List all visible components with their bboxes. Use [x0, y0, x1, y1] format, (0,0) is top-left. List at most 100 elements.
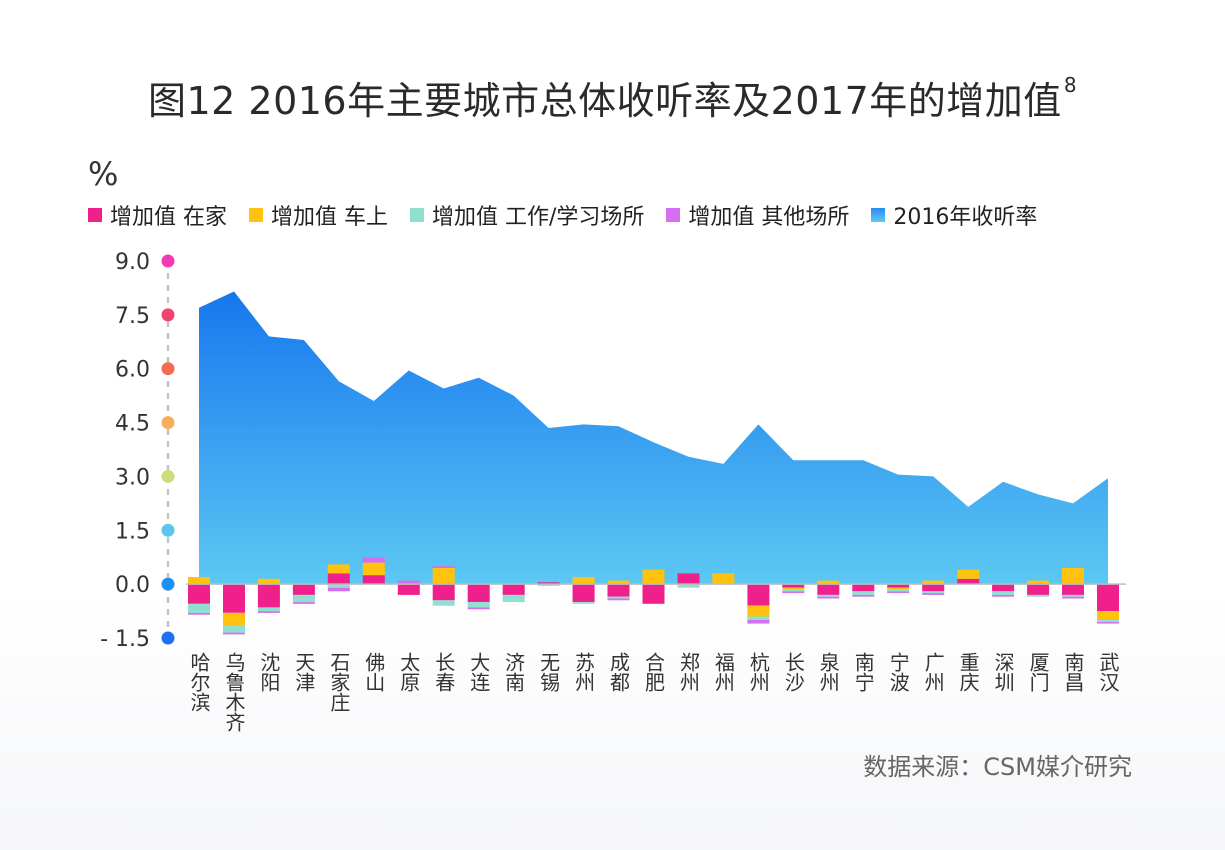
bar-work-2 [257, 607, 280, 612]
bar-home-10 [537, 582, 560, 585]
legend-item-other: 增加值 其他场所 [666, 199, 849, 231]
legend-label-work: 增加值 工作/学习场所 [432, 205, 645, 230]
bar-other-19 [852, 594, 875, 597]
x-tick-label: 哈尔滨 [187, 652, 211, 712]
x-tick-label: 成都 [607, 652, 631, 692]
bar-other-20 [887, 591, 910, 594]
bar-other-21 [922, 593, 945, 595]
legend-swatch-car [249, 208, 263, 222]
legend-swatch-rating [871, 208, 886, 222]
bar-car-15 [712, 573, 735, 585]
bar-home-1 [223, 584, 245, 613]
y-tick-dot [161, 308, 175, 322]
bar-other-7 [432, 566, 455, 568]
bar-home-5 [362, 575, 385, 585]
bar-home-13 [642, 584, 665, 604]
background-fade [0, 590, 1225, 850]
bar-work-21 [922, 591, 945, 594]
bar-home-26 [1097, 584, 1119, 611]
area-series-2016-rating [199, 291, 1108, 585]
x-tick-label: 佛山 [362, 652, 386, 692]
bar-car-5 [362, 562, 385, 576]
y-tick-dot [161, 362, 175, 376]
bar-work-17 [782, 589, 805, 592]
legend-label-home: 增加值 在家 [110, 205, 227, 230]
bar-home-20 [887, 584, 910, 588]
bar-other-8 [467, 607, 490, 610]
bar-other-0 [188, 612, 210, 615]
y-tick-dot [161, 416, 175, 430]
bar-other-18 [817, 596, 840, 599]
x-tick-label: 乌鲁木齐 [222, 652, 246, 732]
y-tick-label: 4.5 [115, 412, 150, 437]
bar-other-5 [362, 557, 385, 563]
x-tick-label: 深圳 [991, 652, 1015, 692]
bar-car-17 [782, 587, 805, 590]
x-tick-label: 天津 [292, 652, 316, 692]
bar-work-24 [1027, 594, 1050, 597]
bar-car-11 [572, 577, 595, 585]
bar-car-16 [747, 605, 770, 617]
bar-other-2 [257, 611, 280, 613]
bar-home-2 [257, 584, 280, 608]
legend-swatch-work [410, 208, 424, 222]
bar-work-1 [223, 625, 245, 633]
bar-car-7 [432, 568, 455, 585]
chart-title: 图12 2016年主要城市总体收听率及2017年的增加值 8 [0, 70, 1225, 125]
bars-layer [188, 557, 1119, 635]
x-tick-label: 合肥 [642, 652, 666, 692]
bar-car-18 [817, 580, 840, 585]
bar-other-16 [747, 620, 770, 624]
y-tick-dot [161, 631, 175, 645]
y-tick-dot [161, 254, 175, 268]
bar-home-18 [817, 584, 840, 595]
bar-home-0 [188, 584, 210, 604]
bar-home-24 [1027, 584, 1050, 595]
area-layer [199, 291, 1108, 585]
legend-swatch-other [666, 208, 681, 222]
x-tick-label: 南昌 [1061, 652, 1085, 692]
y-tick-label: 1.5 [115, 519, 150, 544]
bar-work-7 [432, 600, 455, 606]
bar-home-3 [292, 584, 315, 595]
y-tick-label: 0.0 [115, 573, 150, 598]
y-tick-label: 3.0 [115, 465, 150, 490]
y-tick-dot [161, 469, 175, 483]
x-tick-label: 太原 [397, 652, 421, 692]
bar-home-17 [782, 584, 805, 588]
bar-home-6 [397, 584, 420, 595]
bar-home-4 [327, 573, 350, 585]
y-tick-label: - 1.5 [100, 627, 150, 652]
bar-work-23 [992, 591, 1015, 595]
bar-home-11 [572, 584, 595, 603]
x-tick-label: 长沙 [781, 652, 805, 692]
bar-home-21 [922, 584, 945, 592]
x-tick-label: 福州 [711, 652, 735, 692]
x-tick-label: 济南 [502, 652, 526, 692]
bar-car-25 [1062, 568, 1084, 585]
bar-car-1 [223, 612, 245, 626]
x-axis: 哈尔滨 乌鲁木齐 沈阳 天津 石家庄 佛山 太原 长春 大连 济南 无锡 苏州 成都 合肥 郑州 福州 杭州 长沙… [187, 652, 1120, 732]
bar-work-9 [502, 594, 525, 603]
y-tick-dot [161, 577, 175, 591]
legend-item-work: 增加值 工作/学习场所 [410, 199, 644, 231]
bar-work-14 [677, 584, 700, 588]
bar-other-12 [607, 598, 630, 601]
x-tick-label: 南宁 [851, 652, 875, 692]
bar-car-26 [1097, 611, 1119, 621]
bar-work-4 [327, 584, 350, 588]
legend-item-rating: 2016年收听率 [871, 199, 1037, 231]
bar-other-23 [992, 594, 1015, 597]
data-source: 数据来源：CSM媒介研究 [863, 753, 1132, 781]
x-tick-label: 郑州 [676, 652, 700, 692]
bar-home-7 [432, 584, 455, 601]
bar-car-13 [642, 569, 665, 585]
bar-other-6 [397, 580, 420, 585]
legend-item-home: 增加值 在家 [88, 199, 227, 231]
x-tick-label: 重庆 [956, 652, 980, 692]
legend-swatch-home [88, 208, 102, 222]
bar-work-25 [1062, 594, 1084, 597]
bar-work-10 [537, 584, 560, 586]
legend-item-car: 增加值 车上 [249, 199, 388, 231]
